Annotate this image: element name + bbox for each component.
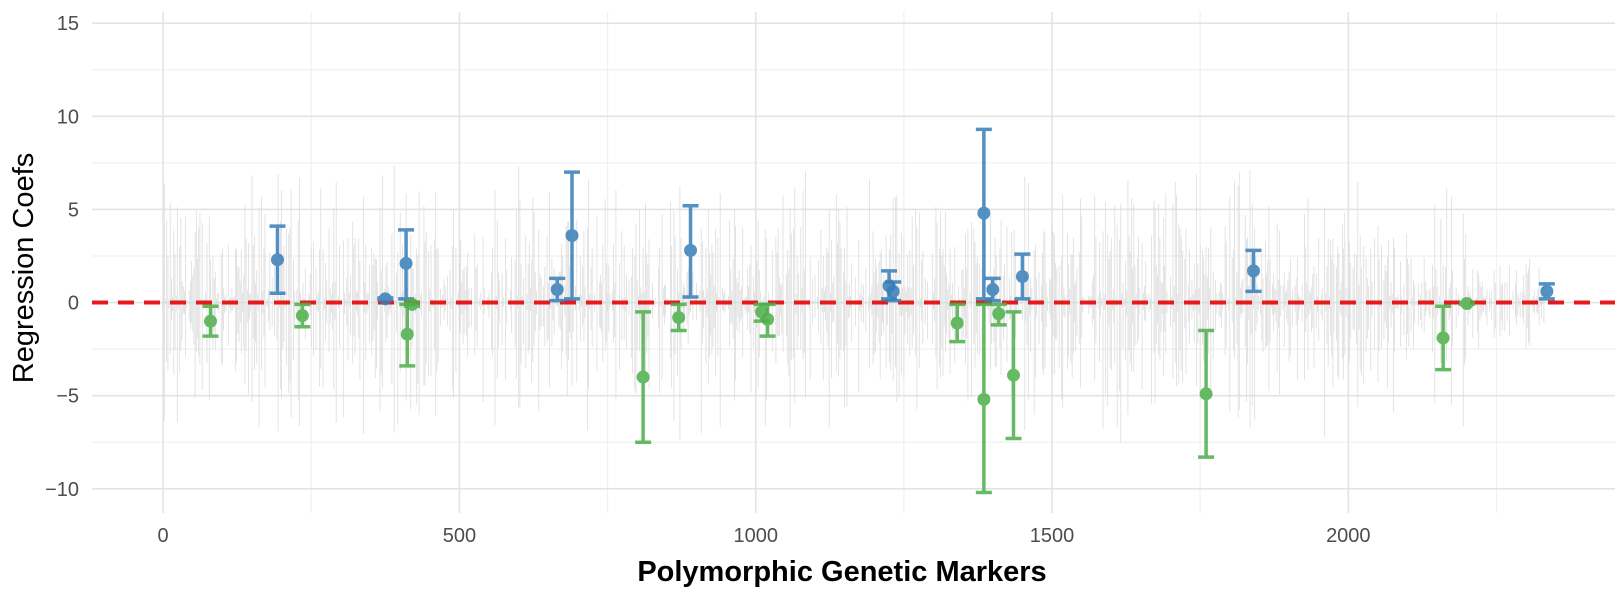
data-point-group <box>670 302 687 333</box>
data-point <box>400 327 414 341</box>
data-point-group <box>294 302 311 329</box>
x-tick-label: 1500 <box>1030 525 1075 547</box>
y-axis-title: Regression Coefs <box>8 153 40 384</box>
data-point-group <box>682 203 699 299</box>
data-point-group <box>1458 296 1475 310</box>
data-point-group <box>885 280 902 303</box>
data-point <box>1460 296 1474 310</box>
data-point <box>992 307 1006 321</box>
data-point <box>1007 368 1021 382</box>
data-point-group <box>564 170 581 301</box>
data-point-group <box>975 127 992 301</box>
data-point-group <box>1538 282 1555 301</box>
data-point-group <box>1014 252 1031 301</box>
data-point <box>204 314 218 328</box>
data-point-group <box>1005 310 1022 441</box>
data-point <box>378 292 392 306</box>
data-point <box>399 256 413 270</box>
minor-gridlines <box>92 12 1615 513</box>
data-point <box>672 310 686 324</box>
x-axis-tick-labels: 0 500 1000 1500 2000 <box>158 525 1371 547</box>
y-tick-label: 15 <box>57 13 79 35</box>
y-tick-label: −10 <box>45 479 79 501</box>
x-axis-title: Polymorphic Genetic Markers <box>637 556 1046 588</box>
data-point-group <box>377 292 394 306</box>
x-tick-label: 2000 <box>1326 525 1371 547</box>
y-axis-tick-labels: −10 −5 0 5 10 15 <box>45 13 79 501</box>
data-point-group <box>1435 304 1452 372</box>
data-point <box>636 370 650 384</box>
data-point-group <box>404 297 421 311</box>
x-tick-label: 1000 <box>733 525 778 547</box>
data-point <box>950 316 964 330</box>
data-point <box>405 297 419 311</box>
data-point <box>761 312 775 326</box>
data-point-group <box>984 276 1001 303</box>
data-point <box>270 253 284 267</box>
data-point-group <box>635 310 652 444</box>
data-point <box>977 206 991 220</box>
data-point-group <box>759 302 776 338</box>
data-point-group <box>1198 328 1215 459</box>
coefficient-points <box>202 127 1555 495</box>
data-point-group <box>1245 248 1262 294</box>
y-tick-label: 10 <box>57 106 79 128</box>
x-tick-label: 500 <box>443 525 476 547</box>
y-tick-label: −5 <box>56 386 79 408</box>
data-point <box>565 228 579 242</box>
data-point-group <box>202 304 219 338</box>
data-point <box>1540 284 1554 298</box>
data-point-group <box>975 302 992 495</box>
data-point-group <box>549 276 566 303</box>
data-point <box>886 284 900 298</box>
data-point <box>977 392 991 406</box>
y-tick-label: 5 <box>68 199 79 221</box>
data-point <box>1247 264 1261 278</box>
data-point-group <box>949 302 966 344</box>
data-point <box>1436 331 1450 345</box>
data-point-group <box>269 224 286 295</box>
data-point <box>295 309 309 323</box>
data-point-group <box>990 302 1007 327</box>
y-tick-label: 0 <box>68 293 79 315</box>
data-point <box>550 283 564 297</box>
data-point <box>986 283 1000 297</box>
data-point <box>1015 269 1029 283</box>
data-point <box>684 243 698 257</box>
x-tick-label: 0 <box>158 525 169 547</box>
data-point <box>1199 387 1213 401</box>
